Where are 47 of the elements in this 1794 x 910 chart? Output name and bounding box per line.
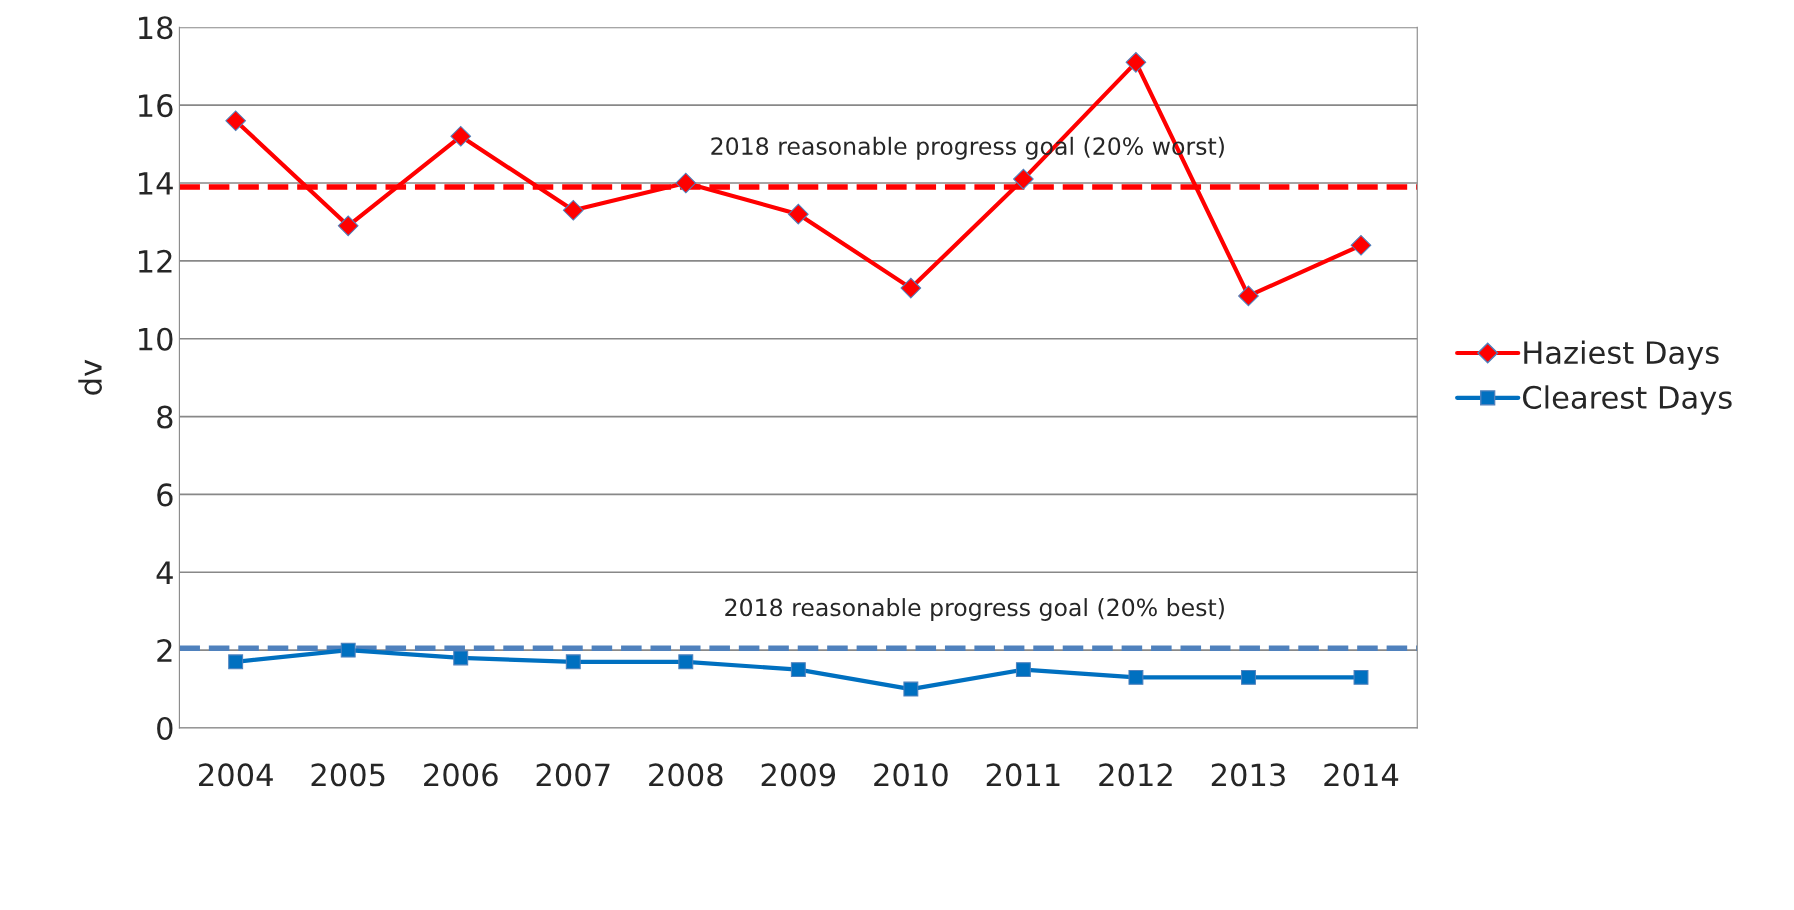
x-tick-label: 2008	[649, 763, 723, 787]
point	[340, 642, 356, 658]
point	[337, 215, 359, 237]
x-tick-label: 2011	[986, 763, 1060, 787]
x-tick-label: 2007	[536, 763, 610, 787]
y-tick-label: 0	[157, 716, 173, 741]
y-tick-label: 12	[139, 249, 172, 273]
point	[1350, 234, 1372, 256]
point	[1241, 669, 1256, 685]
y-tick-label: 2	[157, 639, 172, 662]
point	[1125, 51, 1147, 73]
legend-label: Haziest Days	[1524, 340, 1719, 371]
y-tick-label: 16	[139, 94, 173, 118]
point	[1015, 662, 1031, 678]
y-tick-label: 4	[156, 561, 173, 584]
x-tick-label: 2006	[424, 763, 498, 787]
point	[790, 662, 806, 678]
point	[675, 172, 697, 194]
point	[1013, 168, 1034, 190]
point	[450, 125, 472, 147]
x-tick-label: 2010	[874, 763, 948, 787]
x-tick-label: 2005	[311, 763, 385, 787]
point	[1353, 669, 1369, 685]
point	[787, 203, 809, 225]
point	[228, 654, 244, 670]
y-tick-label: 10	[139, 327, 173, 351]
y-tick-label: 18	[139, 16, 173, 40]
y-tick-label: 14	[139, 172, 173, 195]
x-tick-label: 2009	[761, 763, 836, 787]
point	[225, 110, 247, 132]
y-axis-title: dv	[78, 359, 102, 395]
point	[562, 199, 584, 221]
point	[900, 277, 922, 299]
point	[678, 654, 694, 670]
point	[453, 650, 469, 666]
x-tick-label: 2014	[1324, 763, 1399, 787]
y-tick-label: 8	[157, 405, 173, 429]
x-tick-label: 2013	[1211, 763, 1285, 787]
x-tick-label: 2012	[1099, 763, 1172, 787]
point	[1128, 669, 1144, 685]
point	[565, 654, 581, 670]
x-tick-label: 2004	[199, 763, 273, 787]
point	[1238, 285, 1259, 307]
point	[903, 681, 919, 697]
ref-line-label: 2018 reasonable progress goal (20% best)	[725, 598, 1224, 621]
legend-label: Clearest Days	[1523, 385, 1732, 415]
y-tick-label: 6	[157, 483, 173, 507]
